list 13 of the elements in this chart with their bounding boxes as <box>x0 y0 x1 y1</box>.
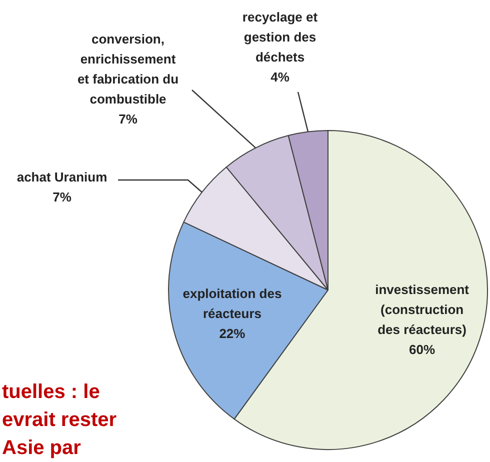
data-label: 7% <box>118 112 138 127</box>
slice-label: exploitation des réacteurs <box>182 286 282 322</box>
text: Asie par <box>2 436 82 461</box>
slice-label: conversion, enrichissement et fabrication du combustible <box>77 32 179 107</box>
text: evrait rester <box>2 408 117 433</box>
text: tuelles : le <box>2 380 101 405</box>
data-label: 7% <box>52 190 72 205</box>
data-label: 22% <box>219 326 246 342</box>
data-label: 60% <box>409 342 436 358</box>
slice-label: recyclage et gestion des déchets <box>242 10 318 65</box>
slice-label: investissement (construction des réacteurs) <box>375 282 470 338</box>
data-label: 4% <box>270 70 290 85</box>
slice-label: achat Uranium <box>16 170 108 185</box>
